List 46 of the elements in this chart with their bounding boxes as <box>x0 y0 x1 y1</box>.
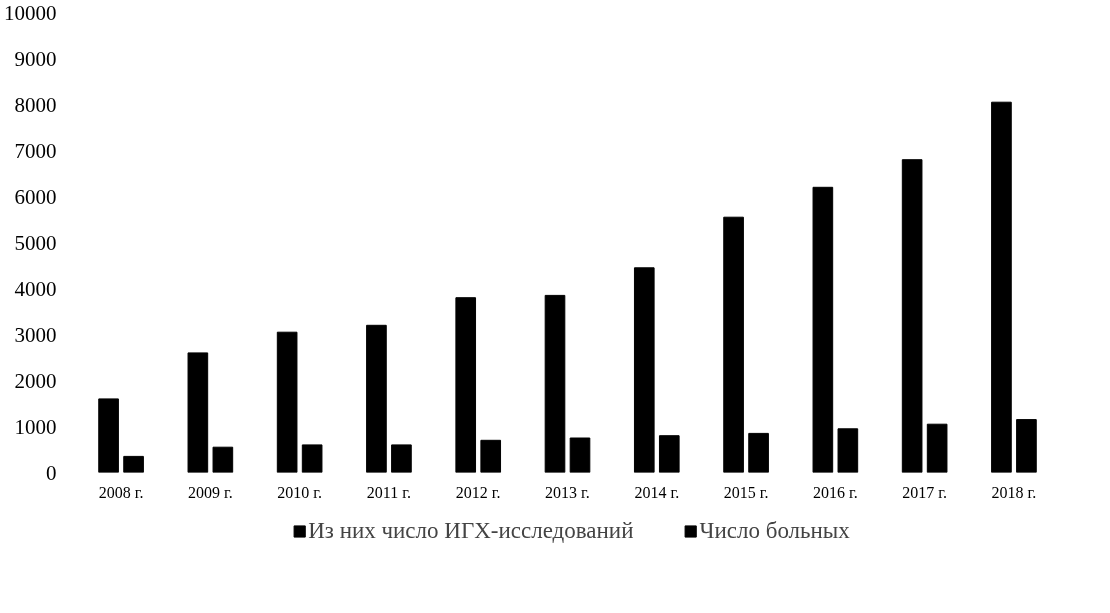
bar <box>812 186 834 473</box>
y-tick-label: 4000 <box>14 276 57 301</box>
bar <box>301 444 323 473</box>
bar <box>123 455 144 473</box>
bar <box>366 324 387 473</box>
bar <box>544 294 566 473</box>
bar <box>658 435 680 473</box>
y-tick-label: 2000 <box>14 368 57 393</box>
x-tick-label: 2016 г. <box>812 483 858 501</box>
y-tick-label: 0 <box>46 460 57 485</box>
bar <box>901 159 923 473</box>
y-tick-label: 10000 <box>4 0 57 25</box>
legend-label: Число больных <box>699 517 850 544</box>
bar <box>187 352 209 473</box>
x-tick-label: 2013 г. <box>545 483 590 501</box>
x-tick-label: 2008 г. <box>98 483 144 501</box>
bar <box>480 439 502 473</box>
bar <box>748 432 769 473</box>
y-tick-label: 1000 <box>14 414 57 439</box>
y-tick-label: 3000 <box>14 322 57 347</box>
y-tick-label: 5000 <box>14 230 57 255</box>
bar <box>98 398 119 473</box>
x-tick-label: 2012 г. <box>455 483 501 501</box>
y-tick-label: 6000 <box>14 184 57 209</box>
bar <box>1016 419 1037 473</box>
bar <box>569 437 591 473</box>
bar <box>276 331 298 473</box>
bar <box>633 267 655 473</box>
x-tick-label: 2017 г. <box>902 483 948 501</box>
legend-label: Из них число ИГХ-исследований <box>308 517 634 544</box>
bar <box>723 216 744 473</box>
x-tick-label: 2009 г. <box>187 483 233 501</box>
y-tick-label: 9000 <box>14 46 57 71</box>
y-tick-label: 8000 <box>14 92 57 117</box>
x-tick-label: 2018 г. <box>991 483 1037 501</box>
x-tick-label: 2010 г. <box>277 483 323 501</box>
bar <box>212 446 234 473</box>
bar <box>455 297 477 473</box>
x-tick-label: 2015 г. <box>723 483 769 501</box>
bar <box>837 428 859 473</box>
x-tick-label: 2014 г. <box>634 483 680 501</box>
x-tick-label: 2011 г. <box>366 483 412 501</box>
bar <box>926 423 948 473</box>
bar <box>991 101 1012 473</box>
bar <box>391 444 412 473</box>
y-tick-label: 7000 <box>14 138 57 163</box>
